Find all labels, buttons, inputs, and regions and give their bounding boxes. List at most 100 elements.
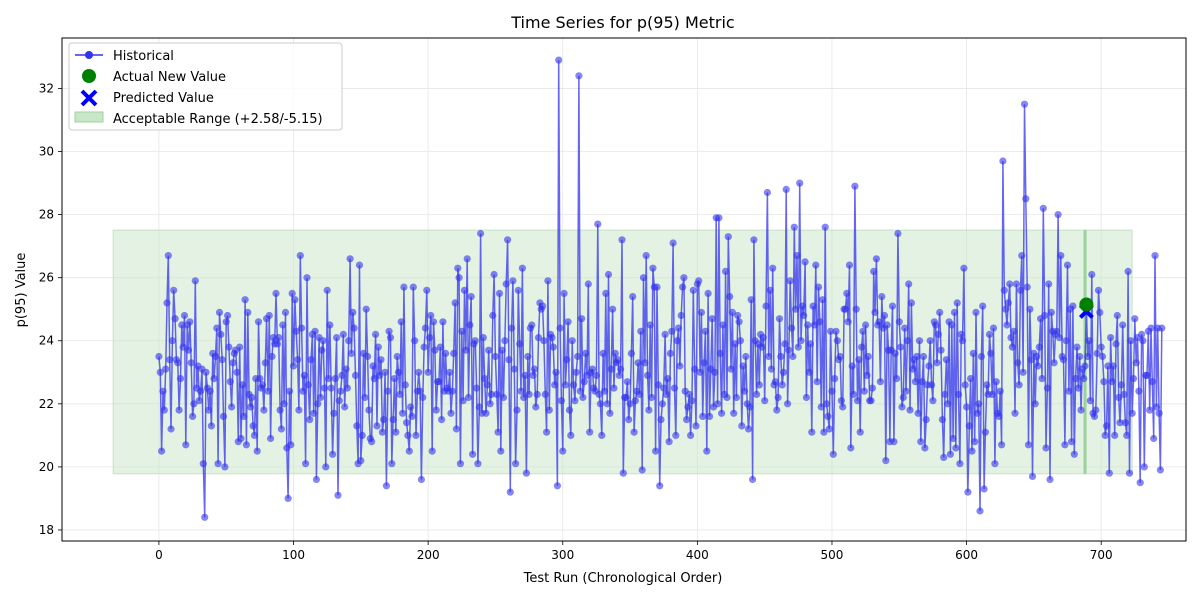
historical-point	[521, 371, 529, 379]
historical-point	[190, 400, 198, 408]
historical-point	[373, 422, 381, 430]
historical-point	[833, 337, 842, 345]
historical-point	[609, 305, 617, 313]
historical-point	[588, 365, 597, 373]
historical-point	[464, 393, 473, 402]
historical-point	[797, 337, 805, 345]
historical-point	[1093, 349, 1101, 357]
historical-point	[408, 412, 416, 420]
historical-point	[176, 375, 185, 383]
historical-point	[475, 403, 483, 411]
historical-point	[665, 438, 673, 446]
historical-point	[300, 371, 308, 379]
historical-point	[306, 416, 314, 424]
historical-point	[942, 356, 951, 364]
historical-point	[156, 368, 164, 376]
historical-point	[362, 305, 370, 313]
historical-point	[1086, 397, 1094, 405]
historical-point	[381, 368, 389, 376]
historical-point	[369, 362, 377, 370]
historical-point	[304, 381, 312, 389]
historical-point	[719, 321, 727, 329]
historical-point	[493, 390, 501, 398]
historical-point	[1092, 406, 1100, 414]
historical-point	[676, 362, 684, 370]
historical-point	[894, 229, 902, 238]
historical-point	[724, 233, 732, 241]
historical-point	[715, 214, 723, 222]
historical-point	[327, 384, 335, 392]
historical-point	[821, 223, 829, 231]
historical-point	[1139, 337, 1147, 345]
historical-point	[533, 390, 541, 398]
historical-point	[899, 393, 907, 402]
historical-point	[1007, 334, 1015, 342]
historical-point	[385, 327, 393, 335]
historical-point	[606, 409, 614, 417]
historical-point	[596, 400, 605, 408]
historical-point	[539, 302, 547, 310]
historical-point	[218, 356, 226, 364]
historical-point	[303, 274, 311, 282]
historical-point	[648, 393, 656, 402]
historical-point	[299, 387, 307, 395]
historical-point	[1069, 302, 1077, 310]
historical-point	[495, 289, 504, 297]
historical-point	[954, 390, 963, 398]
historical-point	[860, 387, 868, 395]
historical-point	[1068, 438, 1076, 446]
historical-point	[1146, 406, 1154, 414]
historical-point	[903, 337, 912, 345]
historical-point	[611, 349, 619, 357]
historical-point	[1081, 362, 1089, 370]
historical-point	[549, 343, 557, 351]
historical-point	[727, 365, 735, 373]
historical-point	[657, 416, 665, 424]
historical-point	[1057, 252, 1065, 260]
historical-point	[985, 330, 994, 338]
historical-point	[905, 280, 913, 288]
historical-point	[277, 425, 285, 433]
historical-point	[264, 387, 272, 395]
historical-point	[919, 352, 928, 361]
historical-point	[642, 252, 650, 260]
historical-point	[716, 349, 724, 357]
historical-point	[582, 349, 590, 357]
historical-point	[1107, 334, 1115, 342]
historical-point	[1076, 352, 1084, 361]
historical-point	[782, 185, 790, 193]
historical-point	[372, 330, 380, 338]
historical-point	[509, 277, 517, 285]
historical-point	[319, 337, 327, 345]
historical-point	[557, 397, 566, 405]
historical-point	[364, 352, 372, 361]
historical-point	[442, 349, 450, 357]
historical-point	[1158, 324, 1166, 332]
historical-point	[1008, 343, 1017, 351]
historical-point	[902, 387, 910, 395]
chart-title: Time Series for p(95) Metric	[510, 13, 734, 32]
historical-point	[164, 252, 172, 260]
historical-point	[447, 409, 455, 417]
historical-point	[1101, 431, 1109, 439]
historical-point	[703, 447, 711, 455]
historical-point	[668, 327, 676, 335]
historical-point	[666, 349, 675, 357]
historical-point	[631, 397, 640, 405]
historical-point	[658, 400, 667, 408]
historical-point	[856, 428, 864, 436]
historical-point	[1103, 422, 1111, 430]
historical-point	[891, 349, 899, 357]
historical-point	[486, 400, 494, 408]
historical-point	[863, 371, 871, 379]
historical-point	[1119, 321, 1127, 329]
historical-point	[341, 403, 349, 411]
historical-point	[973, 409, 982, 417]
historical-point	[870, 267, 878, 275]
historical-point	[349, 308, 357, 316]
historical-point	[528, 321, 536, 329]
historical-point	[207, 422, 215, 430]
historical-point	[411, 337, 419, 345]
historical-point	[439, 318, 447, 326]
historical-point	[855, 356, 863, 364]
